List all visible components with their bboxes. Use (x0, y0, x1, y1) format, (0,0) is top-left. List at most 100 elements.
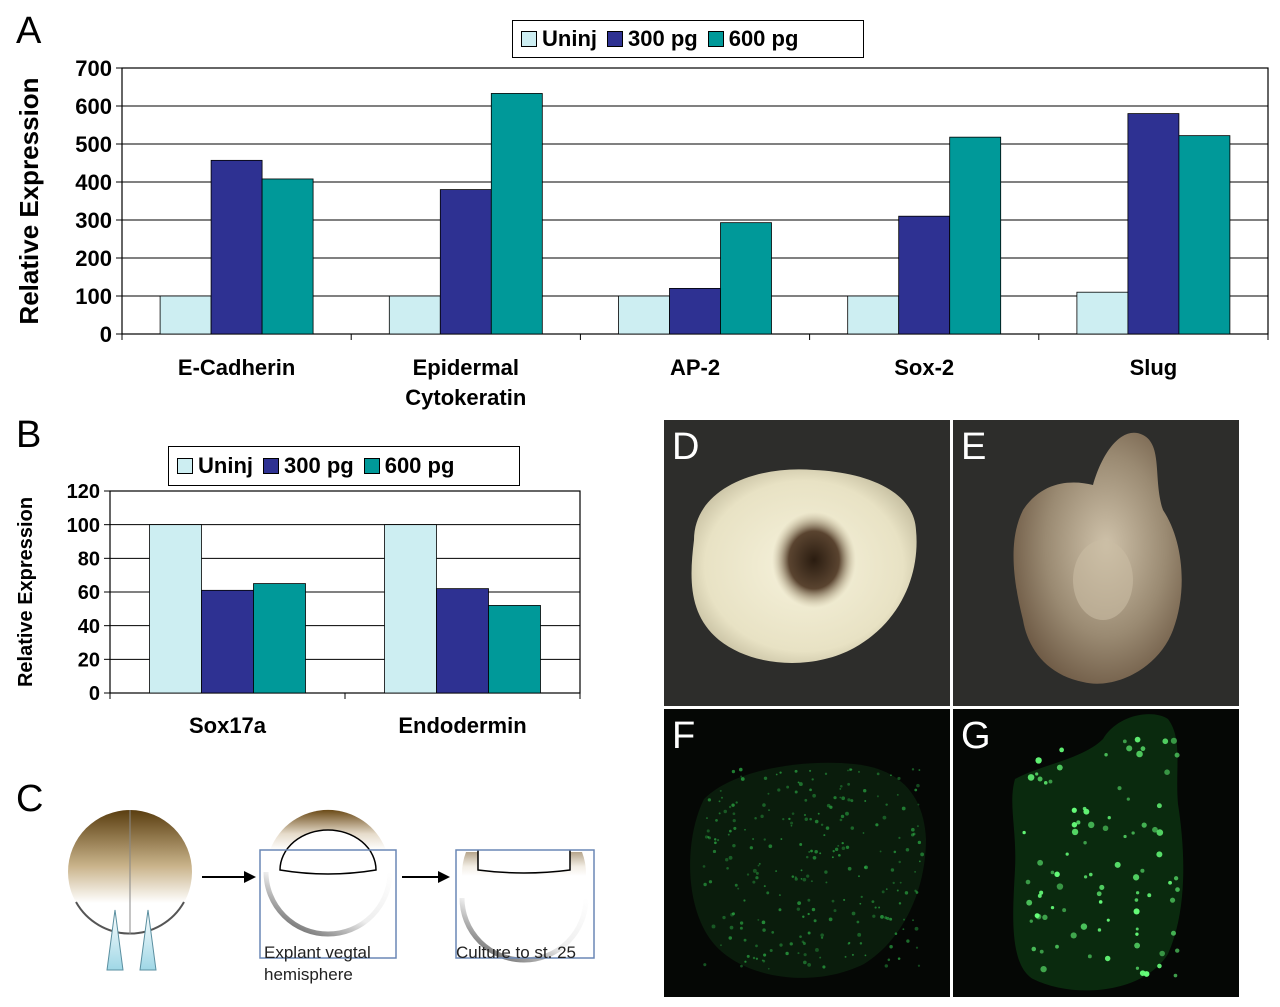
fluorescent-cell (1040, 965, 1047, 973)
fluorescent-cell (914, 871, 916, 873)
fluorescent-cell (878, 906, 881, 909)
fluorescent-cell (749, 846, 753, 850)
fluorescent-cell (1122, 739, 1127, 744)
caption-culture: Culture to st. 25 (456, 943, 577, 962)
fluorescent-cell (1059, 747, 1064, 753)
fluorescent-cell (904, 891, 909, 895)
fluorescent-cell (777, 788, 781, 792)
fluorescent-cell (918, 860, 921, 863)
fluorescent-cell (723, 809, 728, 814)
fluorescent-cell (819, 852, 822, 855)
fluorescent-cell (1156, 829, 1164, 836)
bar-600pg (949, 136, 1002, 335)
fluorescent-cell (1135, 966, 1140, 970)
fluorescent-cell (1082, 806, 1087, 811)
fluorescent-cell (740, 964, 743, 968)
fluorescent-cell (871, 900, 875, 904)
fluorescence-photo-uninjected (690, 762, 926, 978)
fluorescent-cell (837, 844, 840, 847)
fluorescent-cell (791, 875, 795, 878)
fluorescent-cell (1031, 946, 1037, 952)
fluorescent-cell (834, 847, 839, 852)
fluorescent-cell (841, 796, 846, 801)
fluorescent-cell (833, 796, 837, 800)
caption-line: Explant vegtal (264, 943, 371, 962)
fluorescent-cell (1037, 776, 1043, 782)
fluorescent-cell (807, 931, 811, 935)
fluorescent-cell (1056, 883, 1064, 890)
fluorescent-cell (739, 926, 743, 930)
fluorescent-cell (806, 874, 810, 878)
fluorescent-cell (762, 928, 766, 932)
fluorescent-cell (874, 906, 877, 909)
x-category-label: Slug (1130, 355, 1178, 380)
fluorescent-cell (1042, 914, 1048, 921)
fluorescent-cell (732, 819, 736, 823)
fluorescent-cell (761, 920, 766, 925)
fluorescent-cell (1169, 897, 1176, 903)
fluorescent-cell (899, 881, 902, 884)
fluorescent-cell (712, 849, 717, 854)
fluorescent-cell (791, 812, 795, 815)
fluorescent-cell (850, 799, 854, 803)
fluorescent-cell (1147, 893, 1152, 898)
fluorescent-cell (775, 773, 778, 776)
fluorescent-cell (760, 814, 764, 819)
whole-embryo (68, 810, 192, 935)
y-tick-label: 20 (78, 650, 100, 672)
fluorescent-cell (810, 849, 813, 853)
fluorescent-cell (828, 917, 833, 922)
fluorescent-cell (902, 928, 905, 931)
fluorescent-cell (864, 954, 867, 957)
y-tick-label: 40 (78, 616, 100, 638)
bar-uninj (847, 295, 900, 335)
fluorescent-cell (1083, 841, 1087, 845)
bar-600pg (490, 93, 543, 335)
x-category-label: Sox-2 (894, 355, 954, 380)
fluorescent-cell (1173, 876, 1179, 881)
fluorescent-cell (767, 967, 770, 970)
fluorescent-cell (779, 943, 783, 947)
fluorescent-cell (1140, 746, 1146, 752)
y-tick-label: 200 (75, 246, 112, 271)
fluorescent-cell (872, 914, 876, 918)
fluorescent-cell (763, 885, 766, 888)
fluorescent-cell (1174, 752, 1180, 758)
fluorescent-cell (786, 785, 790, 789)
fluorescent-cell (785, 951, 789, 956)
fluorescent-cell (890, 868, 895, 872)
fluorescent-cell (896, 793, 899, 796)
fluorescent-cell (733, 826, 737, 830)
fluorescent-cell (1136, 750, 1143, 758)
fluorescent-cell (788, 817, 791, 821)
fluorescent-cell (720, 944, 722, 947)
fluorescent-cell (752, 880, 756, 884)
fluorescent-cell (1037, 893, 1042, 898)
panel-label-c: C (16, 778, 44, 820)
legend-item-uninj: Uninj (521, 26, 597, 52)
fluorescent-cell (729, 829, 732, 833)
fluorescent-cell (1104, 955, 1111, 962)
y-tick-label: 60 (78, 582, 100, 604)
legend-item-300pg: 300 pg (263, 453, 354, 479)
fluorescent-cell (757, 864, 760, 867)
bar-300pg (1127, 113, 1180, 335)
fluorescent-cell (1050, 870, 1055, 875)
fluorescent-cell (914, 788, 918, 792)
fluorescent-cell (1170, 737, 1178, 744)
fluorescent-cell (803, 960, 807, 965)
fluorescent-cell (1080, 923, 1088, 930)
legend-label: 600 pg (384, 453, 455, 478)
fluorescent-cell (809, 769, 812, 772)
fluorescent-cell (1159, 950, 1165, 957)
fluorescent-cell (802, 941, 806, 945)
fluorescent-cell (813, 919, 817, 923)
fluorescent-cell (1070, 932, 1077, 939)
y-tick-label: 700 (75, 56, 112, 81)
fluorescent-cell (1029, 919, 1033, 923)
fluorescent-cell (732, 812, 736, 816)
fluorescent-cell (893, 850, 897, 854)
fluorescent-cell (857, 932, 862, 937)
fluorescent-cell (916, 825, 919, 828)
fluorescent-cell (896, 889, 899, 892)
